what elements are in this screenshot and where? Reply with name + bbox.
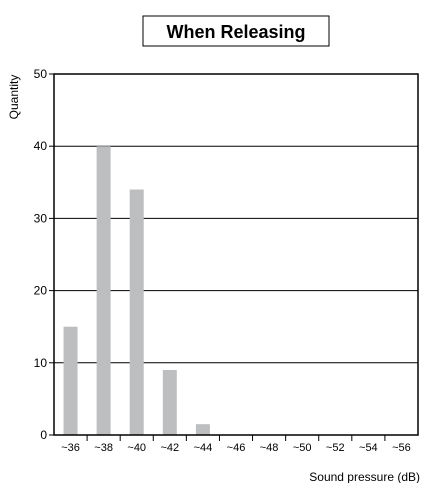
plot-frame: [53, 73, 419, 436]
grid: [54, 145, 418, 364]
x-tick-label-52: ~52: [326, 442, 345, 454]
chart-title: When Releasing: [166, 22, 305, 42]
title-box: [142, 15, 330, 47]
y-tick-label-0: 0: [40, 428, 47, 442]
y-tick-label-50: 50: [34, 67, 48, 81]
x-tick-label-36: ~36: [61, 442, 80, 454]
x-axis-label: Sound pressure (dB): [309, 470, 420, 483]
x-tick-label-38: ~38: [94, 442, 113, 454]
x-ticks: ~36 ~38 ~40 ~42 ~44 ~46 ~48 ~50 ~52 ~54 ~56: [61, 435, 411, 454]
y-tick-label-30: 30: [34, 211, 48, 225]
bar-44: [195, 424, 210, 435]
y-tick-label-10: 10: [34, 356, 48, 370]
y-ticks: 0 10 20 30 40 50: [34, 67, 54, 442]
x-tick-label-46: ~46: [227, 442, 246, 454]
y-tick-label-40: 40: [34, 139, 48, 153]
y-axis-label: Quantity: [7, 75, 21, 120]
bar-40: [129, 189, 144, 435]
x-tick-label-48: ~48: [260, 442, 279, 454]
x-tick-label-42: ~42: [160, 442, 179, 454]
bars: [63, 146, 210, 435]
x-tick-label-44: ~44: [194, 442, 213, 454]
bar-36: [63, 326, 78, 435]
bar-42: [162, 370, 177, 435]
x-tick-label-40: ~40: [127, 442, 146, 454]
x-tick-label-50: ~50: [293, 442, 312, 454]
bar-38: [96, 146, 111, 435]
y-tick-label-20: 20: [34, 284, 48, 298]
x-tick-label-56: ~56: [392, 442, 411, 454]
x-tick-label-54: ~54: [359, 442, 378, 454]
